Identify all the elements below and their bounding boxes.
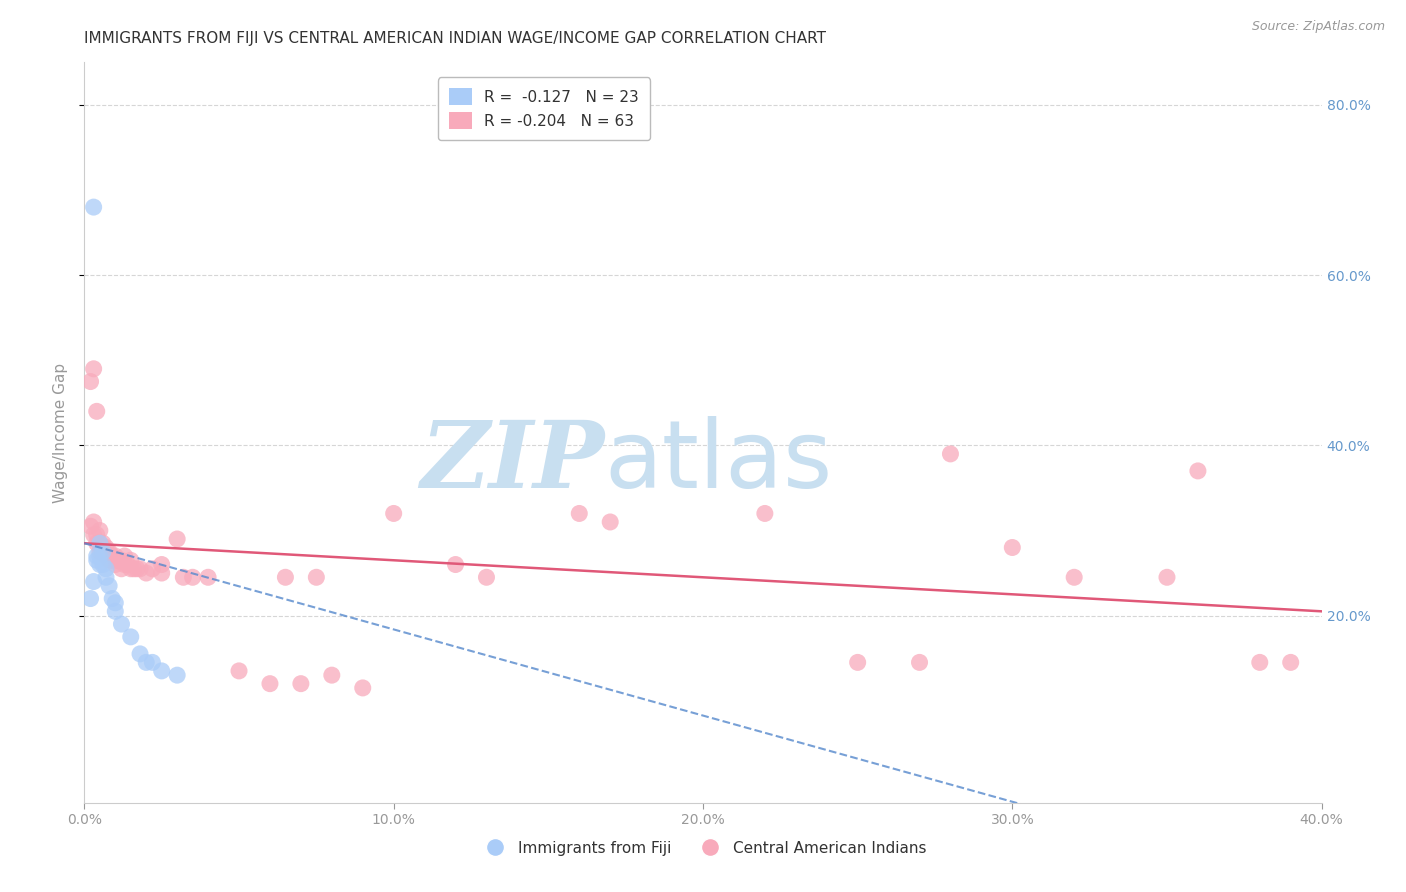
Point — [1187, 464, 1209, 478]
Point — [114, 549, 136, 563]
Point — [79, 519, 101, 533]
Point — [101, 591, 124, 606]
Text: atlas: atlas — [605, 417, 832, 508]
Point — [1279, 656, 1302, 670]
Point — [141, 656, 163, 670]
Point — [150, 664, 173, 678]
Point — [290, 676, 312, 690]
Point — [94, 562, 117, 576]
Point — [1249, 656, 1271, 670]
Point — [86, 404, 108, 418]
Point — [89, 536, 111, 550]
Point — [98, 545, 121, 559]
Point — [89, 558, 111, 572]
Point — [98, 553, 121, 567]
Point — [79, 375, 101, 389]
Point — [135, 566, 157, 580]
Point — [321, 668, 343, 682]
Point — [150, 566, 173, 580]
Text: IMMIGRANTS FROM FIJI VS CENTRAL AMERICAN INDIAN WAGE/INCOME GAP CORRELATION CHAR: IMMIGRANTS FROM FIJI VS CENTRAL AMERICAN… — [84, 31, 827, 46]
Point — [908, 656, 931, 670]
Point — [568, 507, 591, 521]
Point — [129, 647, 152, 661]
Point — [120, 553, 142, 567]
Legend: Immigrants from Fiji, Central American Indians: Immigrants from Fiji, Central American I… — [474, 835, 932, 862]
Point — [122, 562, 145, 576]
Point — [94, 549, 117, 563]
Point — [1156, 570, 1178, 584]
Point — [475, 570, 498, 584]
Text: Source: ZipAtlas.com: Source: ZipAtlas.com — [1251, 20, 1385, 33]
Point — [274, 570, 297, 584]
Point — [444, 558, 467, 572]
Point — [89, 524, 111, 538]
Point — [94, 570, 117, 584]
Point — [352, 681, 374, 695]
Point — [754, 507, 776, 521]
Point — [86, 553, 108, 567]
Point — [135, 656, 157, 670]
Point — [120, 630, 142, 644]
Point — [120, 562, 142, 576]
Point — [107, 553, 129, 567]
Text: ZIP: ZIP — [420, 417, 605, 508]
Point — [89, 536, 111, 550]
Point — [91, 545, 114, 559]
Point — [104, 558, 127, 572]
Point — [939, 447, 962, 461]
Point — [382, 507, 405, 521]
Point — [1063, 570, 1085, 584]
Point — [259, 676, 281, 690]
Point — [114, 558, 136, 572]
Point — [83, 515, 105, 529]
Point — [104, 604, 127, 618]
Point — [91, 541, 114, 555]
Point — [110, 617, 132, 632]
Point — [79, 591, 101, 606]
Point — [150, 558, 173, 572]
Point — [129, 562, 152, 576]
Point — [98, 579, 121, 593]
Point — [181, 570, 204, 584]
Point — [104, 596, 127, 610]
Y-axis label: Wage/Income Gap: Wage/Income Gap — [53, 362, 69, 503]
Point — [166, 668, 188, 682]
Point — [125, 562, 148, 576]
Point — [599, 515, 621, 529]
Point — [86, 536, 108, 550]
Point — [1001, 541, 1024, 555]
Point — [104, 549, 127, 563]
Point — [83, 574, 105, 589]
Point — [86, 549, 108, 563]
Point — [101, 553, 124, 567]
Point — [228, 664, 250, 678]
Point — [94, 541, 117, 555]
Point — [91, 536, 114, 550]
Point — [197, 570, 219, 584]
Point — [89, 545, 111, 559]
Point — [83, 200, 105, 214]
Point — [166, 532, 188, 546]
Point — [86, 527, 108, 541]
Point — [172, 570, 194, 584]
Point — [110, 553, 132, 567]
Point — [89, 549, 111, 563]
Point — [846, 656, 869, 670]
Point — [117, 558, 139, 572]
Point — [104, 553, 127, 567]
Point — [91, 558, 114, 572]
Point — [141, 562, 163, 576]
Point — [101, 549, 124, 563]
Point — [305, 570, 328, 584]
Point — [83, 361, 105, 376]
Point — [110, 562, 132, 576]
Point — [83, 527, 105, 541]
